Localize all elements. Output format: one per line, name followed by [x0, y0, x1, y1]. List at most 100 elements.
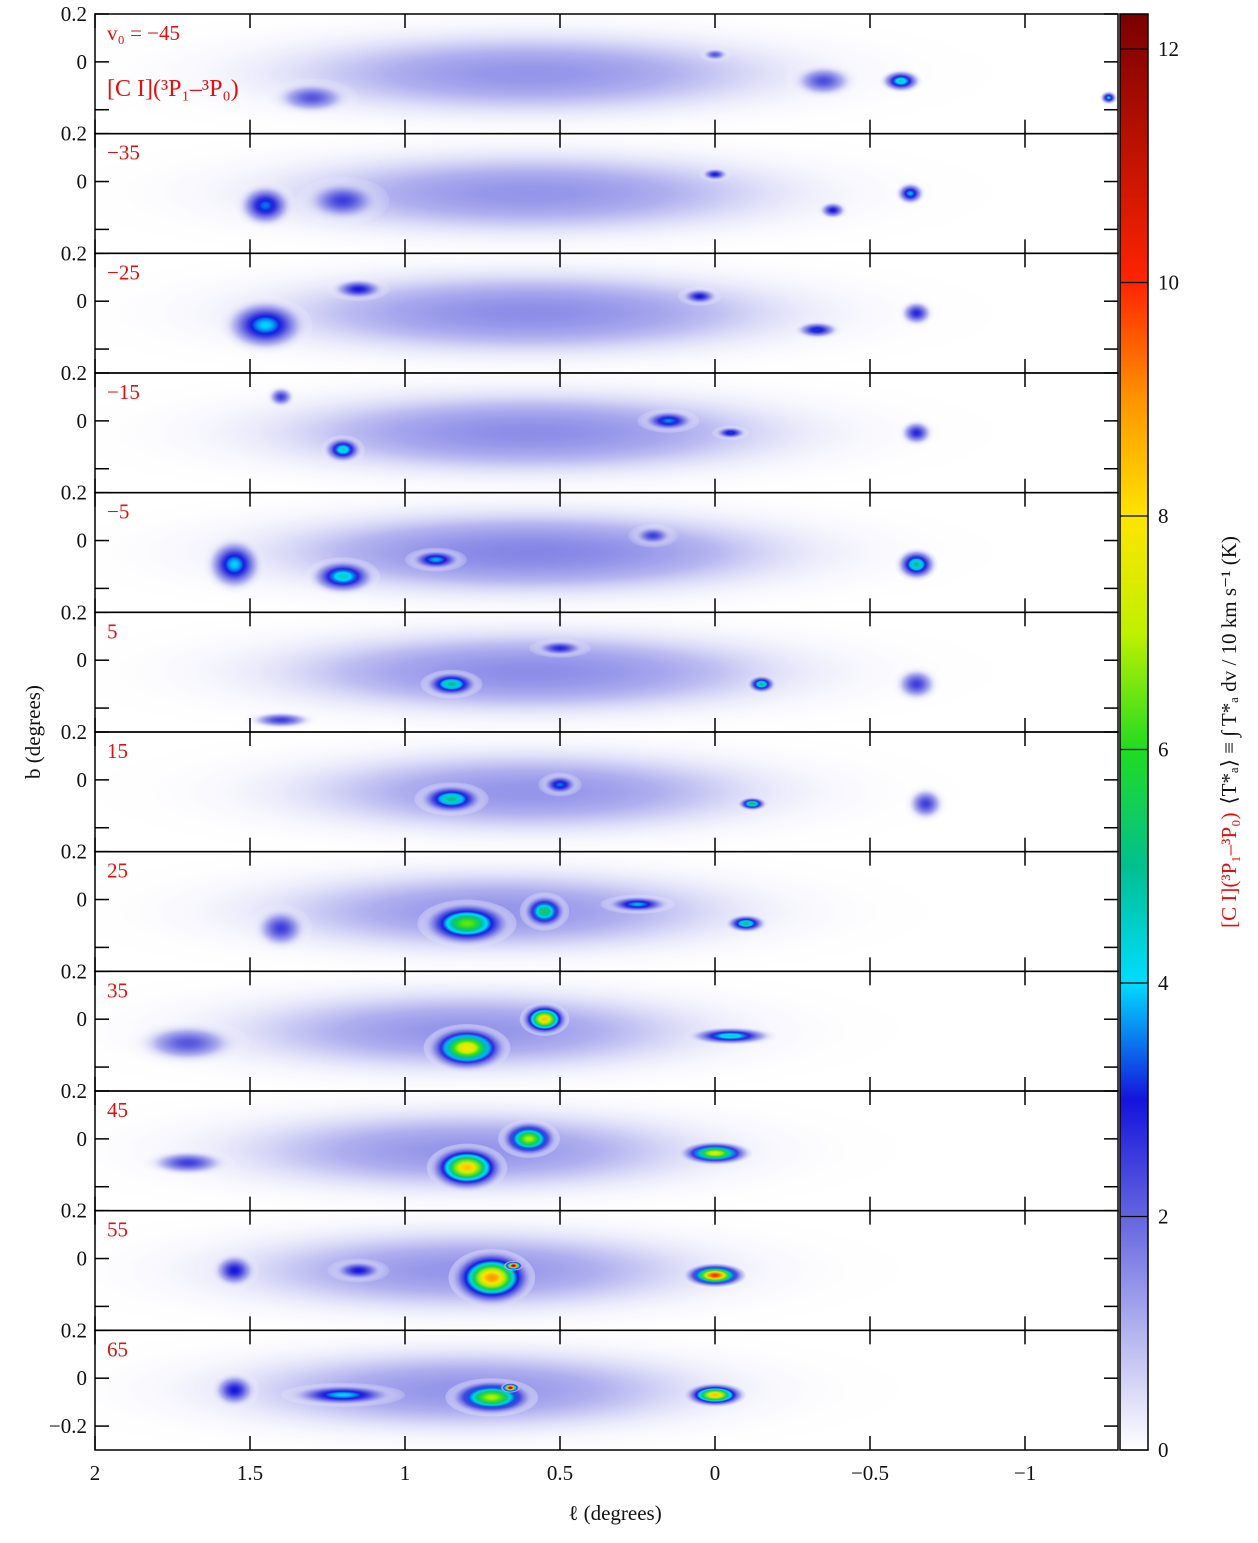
emission-clump: [126, 1019, 250, 1067]
y-tick-label: 0.2: [61, 959, 87, 983]
emission-clump: [712, 426, 749, 440]
velocity-label: −25: [107, 260, 140, 284]
velocity-value: 25: [107, 859, 128, 883]
colorbar-tick-label: 0: [1158, 1438, 1169, 1462]
panel: [64, 600, 994, 744]
y-tick-label: 0: [77, 409, 88, 433]
y-tick-label: 0.2: [61, 840, 87, 864]
panel: [64, 122, 994, 266]
y-tick-label: 0: [77, 289, 88, 313]
emission-clump: [600, 895, 674, 914]
emission-clump: [538, 773, 581, 797]
species-label: [C I](³P₁–³P₀): [107, 76, 239, 102]
emission-clump: [424, 1024, 511, 1072]
colorbar-tick-label: 12: [1158, 37, 1179, 61]
y-tick-label: 0: [77, 648, 88, 672]
panel: [64, 481, 994, 625]
emission-clump: [405, 548, 467, 572]
emission-clump: [895, 182, 926, 206]
emission-clump: [281, 1383, 405, 1407]
y-tick-label: 0.2: [61, 720, 87, 744]
colorbar-label: [C I](³P₁–³P₀)⟨T*ₐ⟩ ≡ ∫ T*ₐ dv / 10 km s…: [1217, 536, 1242, 928]
y-tick-label: 0: [77, 1366, 88, 1390]
panel: [33, 1079, 901, 1223]
x-tick-label: 0.5: [547, 1461, 573, 1485]
emission-clump: [746, 675, 777, 694]
emission-clump: [417, 900, 516, 948]
emission-clump: [498, 1120, 560, 1158]
velocity-value: 45: [107, 1098, 128, 1122]
y-tick-label: 0.2: [61, 481, 87, 505]
velocity-label: 25: [107, 859, 128, 883]
emission-clump: [501, 1383, 520, 1393]
y-tick-label: 0: [77, 768, 88, 792]
y-tick-label: 0.2: [61, 122, 87, 146]
emission-clump: [786, 62, 860, 100]
emission-clump: [504, 1261, 523, 1271]
emission-clump: [328, 1259, 390, 1283]
emission-clump: [95, 720, 963, 864]
emission-clump: [898, 299, 935, 328]
emission-clump: [817, 201, 848, 220]
emission-clump: [892, 665, 942, 703]
panel: [95, 720, 963, 864]
velocity-value: −5: [107, 500, 129, 524]
emission-clump: [421, 670, 483, 699]
colorbar-tick-label: 10: [1158, 271, 1179, 295]
velocity-value: −45: [147, 21, 180, 45]
y-tick-label: 0.2: [61, 1199, 87, 1223]
panel: [33, 1199, 901, 1343]
emission-clump: [266, 385, 297, 409]
emission-clump: [684, 1383, 746, 1407]
x-axis-label: ℓ (degrees): [568, 1501, 661, 1525]
y-tick-label: 0.2: [61, 600, 87, 624]
emission-clump: [793, 320, 843, 339]
x-tick-label: −1: [1014, 1461, 1036, 1485]
emission-clump: [427, 1144, 508, 1192]
colorbar-label-species: [C I](³P₁–³P₀): [1217, 813, 1241, 928]
velocity-label: −35: [107, 141, 140, 165]
emission-clump: [64, 481, 994, 625]
velocity-prefix: v₀ =: [107, 21, 147, 45]
velocity-label: 35: [107, 978, 128, 1002]
colorbar-tick-label: 8: [1158, 504, 1169, 528]
velocity-label: −15: [107, 380, 140, 404]
emission-clump: [520, 892, 570, 930]
y-tick-label: 0.2: [61, 1318, 87, 1342]
velocity-label: 15: [107, 739, 128, 763]
panel: [33, 959, 901, 1103]
velocity-value: −35: [107, 141, 140, 165]
panel: [64, 840, 932, 984]
x-tick-label: 1.5: [237, 1461, 263, 1485]
emission-clump: [266, 79, 359, 117]
velocity-label: 65: [107, 1337, 128, 1361]
y-tick-label: 0: [77, 529, 88, 553]
x-tick-label: 2: [90, 1461, 101, 1485]
emission-clump: [250, 904, 312, 952]
emission-clump: [210, 1371, 260, 1409]
colorbar-tick-label: 4: [1158, 971, 1169, 995]
panel: [64, 361, 994, 505]
panel: [33, 1318, 901, 1462]
emission-clump: [700, 48, 731, 62]
emission-clump: [678, 1141, 752, 1165]
emission-clump: [684, 1263, 746, 1287]
velocity-value: −15: [107, 380, 140, 404]
emission-clump: [638, 409, 700, 433]
y-tick-label: 0.2: [61, 361, 87, 385]
emission-clump: [210, 1251, 260, 1289]
velocity-label: 45: [107, 1098, 128, 1122]
velocity-label: v₀ = −45: [107, 21, 180, 45]
y-tick-label: 0: [77, 1247, 88, 1271]
emission-clump: [678, 287, 721, 306]
emission-clump: [244, 710, 318, 729]
emission-clump: [64, 600, 994, 744]
emission-clump: [219, 296, 312, 353]
colorbar-tick-label: 2: [1158, 1205, 1169, 1229]
colorbar: [1120, 14, 1148, 1450]
emission-clump: [895, 548, 938, 582]
y-tick-label: 0.2: [61, 2, 87, 26]
emission-clump: [142, 1148, 235, 1177]
emission-clump: [297, 177, 390, 225]
